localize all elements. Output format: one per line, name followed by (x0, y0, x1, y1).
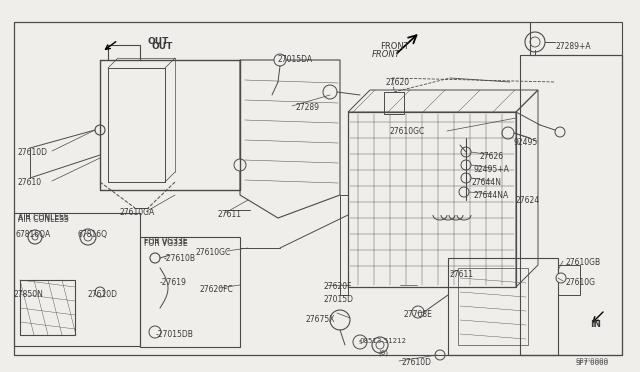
Text: AIR CONLESS: AIR CONLESS (18, 213, 68, 222)
Text: OUT: OUT (148, 37, 170, 46)
Text: 27611: 27611 (450, 270, 474, 279)
Circle shape (28, 230, 42, 244)
Text: -27610B: -27610B (164, 254, 196, 263)
Text: 67816QA: 67816QA (16, 230, 51, 239)
Bar (14, 22, 622, 355)
Bar (384, 92, 404, 114)
Text: 27610: 27610 (18, 178, 42, 187)
Circle shape (95, 287, 105, 297)
Circle shape (461, 173, 471, 183)
Text: S: S (358, 340, 362, 344)
Text: 27610GC: 27610GC (195, 248, 230, 257)
Text: SP7’0000: SP7’0000 (576, 358, 609, 364)
Text: AIR CONLESS: AIR CONLESS (18, 215, 68, 224)
Text: 27610GB: 27610GB (566, 258, 601, 267)
Text: -27619: -27619 (160, 278, 187, 287)
Text: FRONT: FRONT (380, 42, 409, 51)
Circle shape (330, 310, 350, 330)
Circle shape (150, 253, 160, 263)
Text: 27644NA: 27644NA (474, 191, 509, 200)
Text: FOR VG33E: FOR VG33E (144, 239, 188, 248)
Circle shape (80, 229, 96, 245)
Text: SP7’0000: SP7’0000 (576, 360, 609, 366)
Text: 27850N: 27850N (14, 290, 44, 299)
Text: 67816Q: 67816Q (78, 230, 108, 239)
Text: FRONT: FRONT (372, 50, 401, 59)
Bar (558, 265, 580, 295)
Bar (20, 280, 75, 335)
Text: 27644N: 27644N (472, 178, 502, 187)
Bar (140, 237, 240, 347)
Circle shape (461, 160, 471, 170)
Text: 27289+A: 27289+A (556, 42, 591, 51)
Circle shape (530, 37, 540, 47)
Circle shape (525, 32, 545, 52)
Text: 27015D: 27015D (323, 295, 353, 304)
Bar (458, 268, 528, 345)
Text: 27610GA: 27610GA (120, 208, 156, 217)
Text: 27708E: 27708E (404, 310, 433, 319)
Text: 92495+A: 92495+A (474, 165, 510, 174)
Text: 27289: 27289 (295, 103, 319, 112)
Circle shape (274, 54, 286, 66)
Text: 27610GC: 27610GC (389, 127, 424, 136)
Text: -27015DB: -27015DB (156, 330, 194, 339)
Circle shape (459, 187, 469, 197)
Text: IN: IN (590, 320, 601, 329)
Circle shape (556, 273, 566, 283)
Text: 08513-51212: 08513-51212 (360, 338, 407, 344)
Bar (348, 112, 516, 287)
Text: 27015DA: 27015DA (278, 55, 313, 64)
Bar (340, 195, 348, 295)
Text: 27610D: 27610D (88, 290, 118, 299)
Text: 27624: 27624 (516, 196, 540, 205)
Circle shape (461, 147, 471, 157)
Text: 92495: 92495 (513, 138, 537, 147)
Text: 27620F: 27620F (323, 282, 351, 291)
Text: FOR VG33E: FOR VG33E (144, 237, 188, 246)
Text: (6): (6) (378, 350, 388, 356)
Circle shape (555, 127, 565, 137)
Text: 27620: 27620 (385, 78, 409, 87)
Text: 27675X: 27675X (306, 315, 335, 324)
Text: 27610D: 27610D (18, 148, 48, 157)
Text: 27610D: 27610D (402, 358, 432, 367)
Text: 27620FC: 27620FC (200, 285, 234, 294)
Text: 27626: 27626 (480, 152, 504, 161)
Circle shape (502, 127, 514, 139)
Circle shape (323, 85, 337, 99)
Bar (520, 55, 622, 355)
Circle shape (32, 234, 38, 240)
Text: 27611: 27611 (218, 210, 242, 219)
Bar (14, 213, 140, 346)
Circle shape (353, 335, 367, 349)
Circle shape (149, 326, 161, 338)
Circle shape (84, 233, 92, 241)
Bar (448, 258, 558, 355)
Circle shape (234, 159, 246, 171)
Circle shape (412, 306, 424, 318)
Circle shape (372, 337, 388, 353)
Circle shape (95, 125, 105, 135)
Text: OUT: OUT (152, 42, 173, 51)
Circle shape (376, 341, 384, 349)
Circle shape (435, 350, 445, 360)
Text: 27610G: 27610G (566, 278, 596, 287)
